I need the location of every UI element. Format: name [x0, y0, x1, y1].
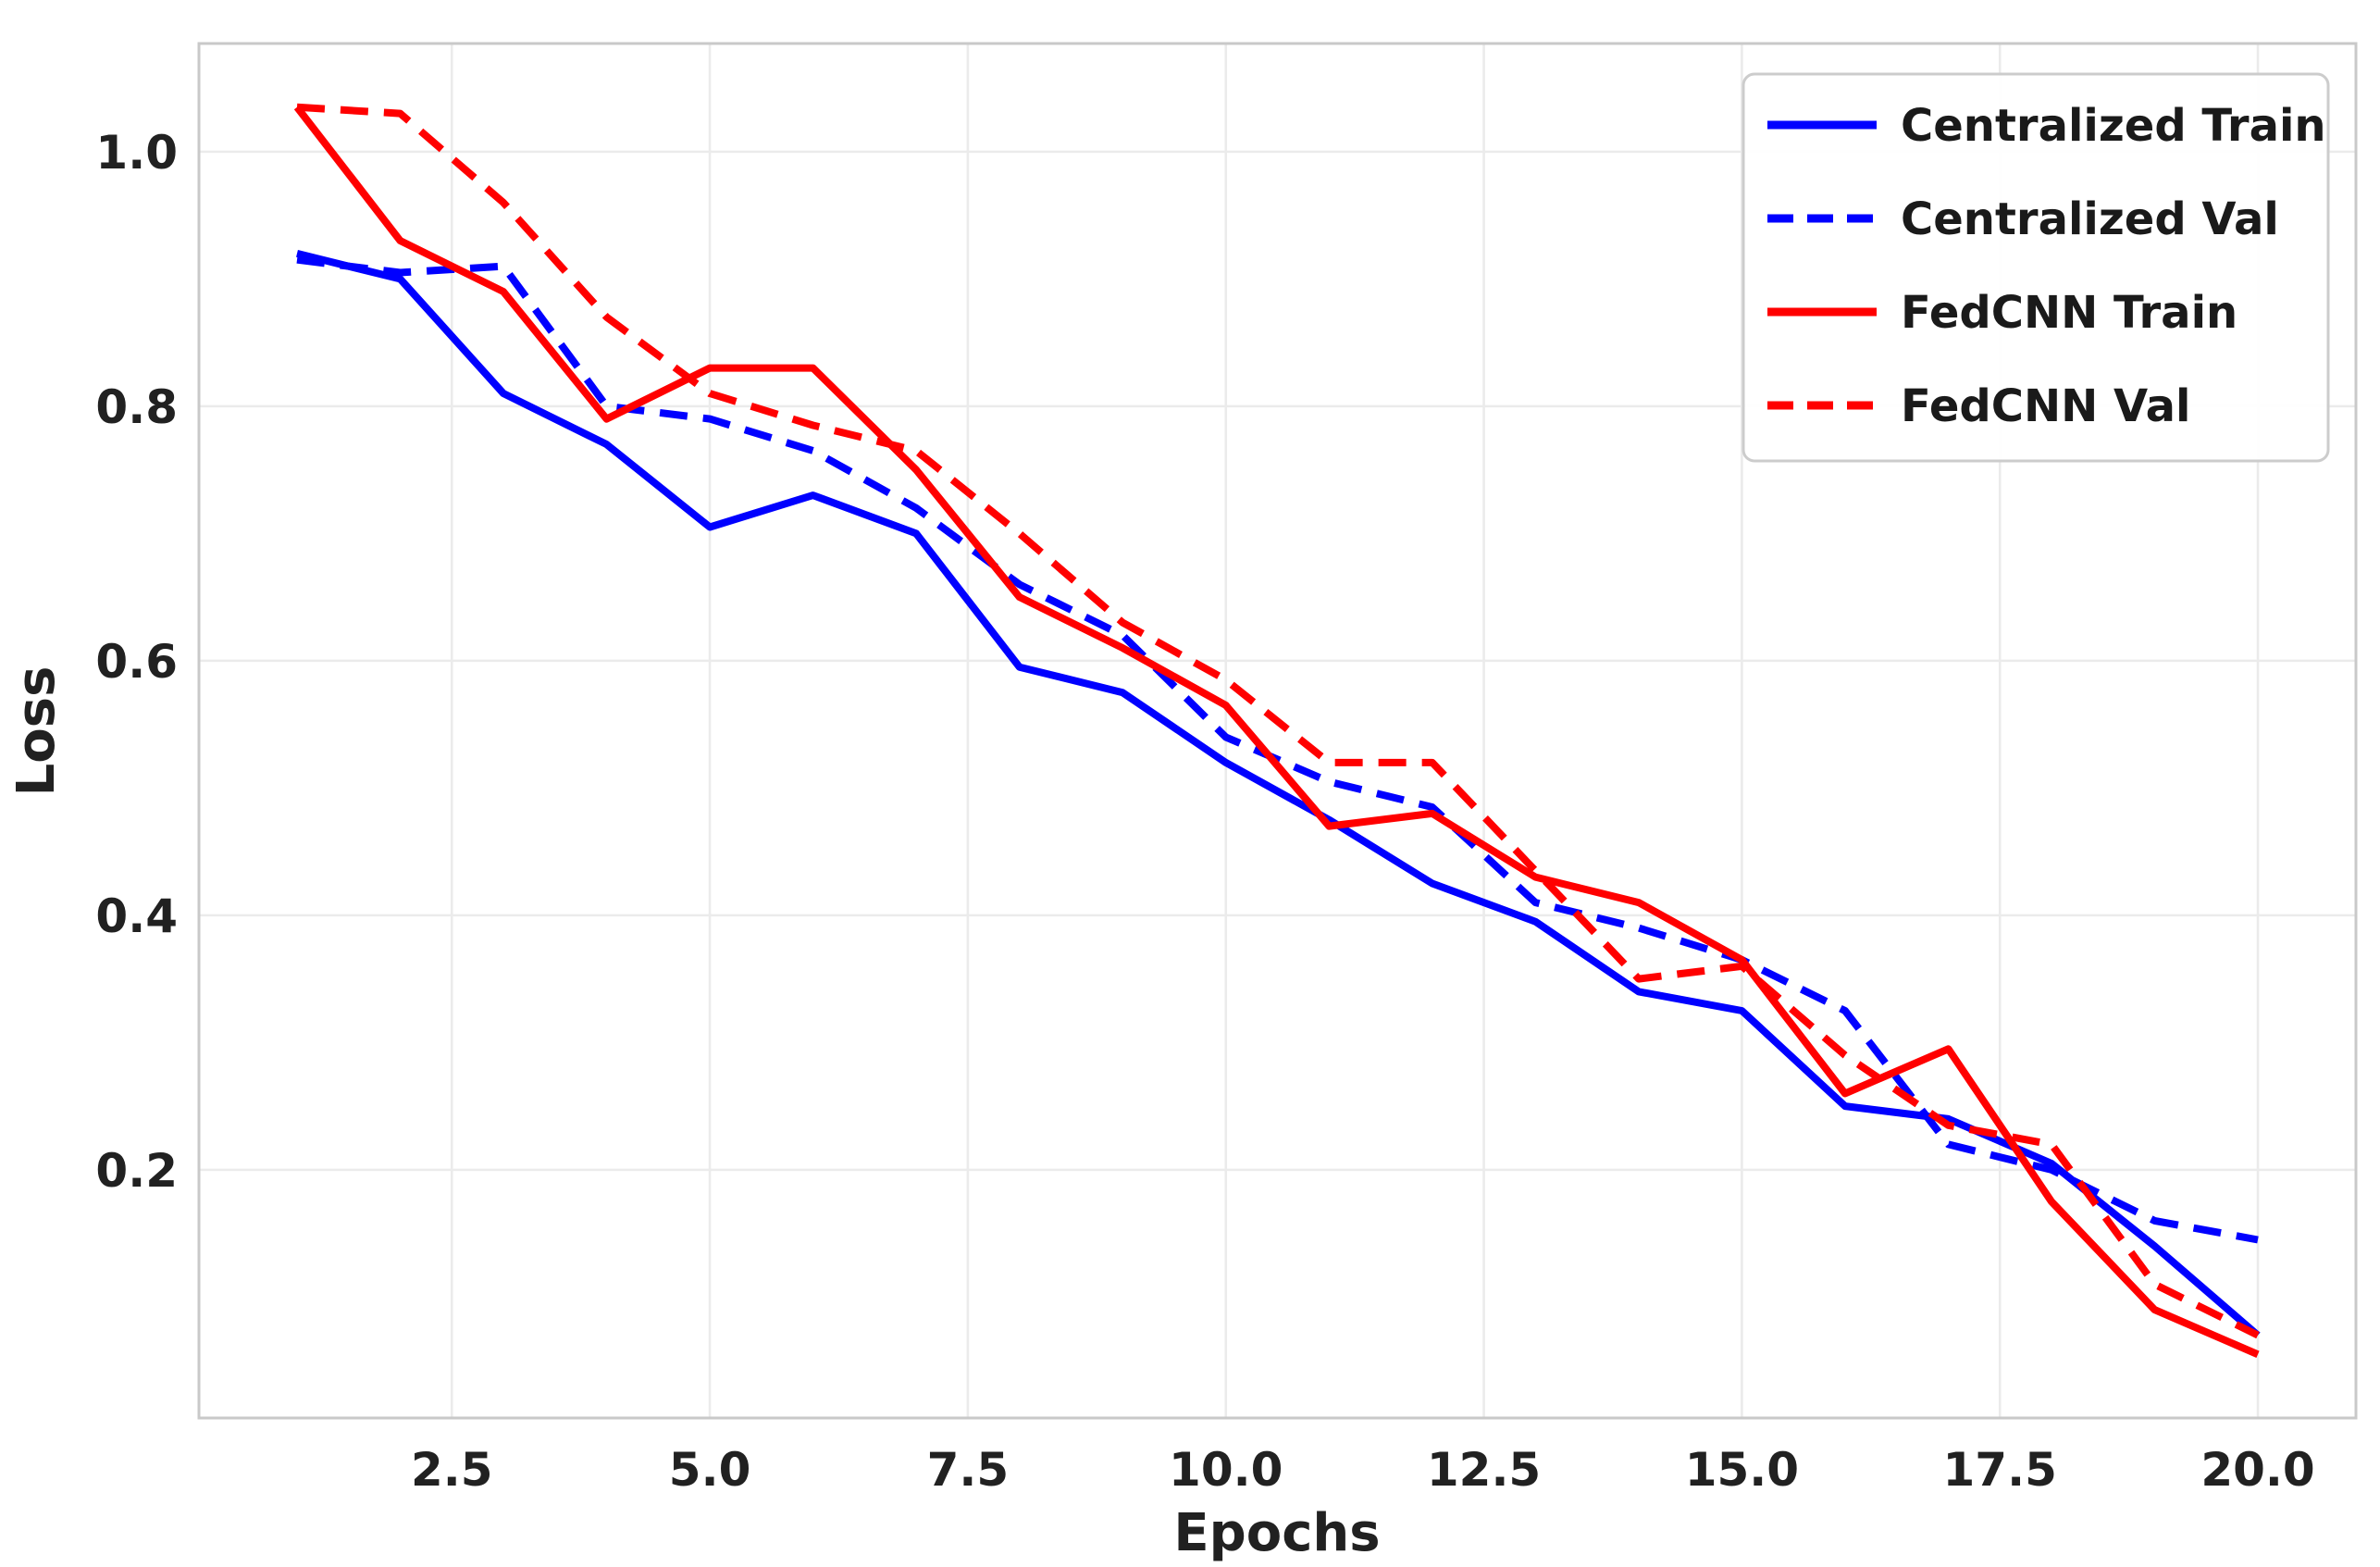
- y-tick-label: 0.2: [95, 1144, 178, 1198]
- y-tick-label: 0.4: [95, 889, 178, 943]
- x-tick-label: 5.0: [669, 1443, 751, 1497]
- grid-lines: [199, 44, 2356, 1418]
- x-axis-label: Epochs: [1173, 1503, 1380, 1563]
- legend-label: Centralized Train: [1901, 100, 2326, 152]
- legend-item: FedCNN Val: [1767, 380, 2190, 432]
- legend-label: FedCNN Val: [1901, 380, 2190, 432]
- line-fedcnn-train: [293, 105, 2260, 1358]
- y-tick-label: 1.0: [95, 126, 178, 180]
- y-axis-label: Loss: [6, 666, 67, 797]
- legend-item: Centralized Train: [1767, 100, 2326, 152]
- x-tick-label: 15.0: [1685, 1443, 1799, 1497]
- x-tick-label: 7.5: [927, 1443, 1010, 1497]
- legend-item: Centralized Val: [1767, 193, 2279, 245]
- x-tick-label: 2.5: [411, 1443, 493, 1497]
- x-tick-label: 20.0: [2200, 1443, 2314, 1497]
- y-tick-label: 0.6: [95, 635, 178, 689]
- x-tick-label: 10.0: [1169, 1443, 1283, 1497]
- x-tick-label: 17.5: [1943, 1443, 2057, 1497]
- legend-item: FedCNN Train: [1767, 287, 2237, 339]
- x-tick-label: 12.5: [1427, 1443, 1541, 1497]
- series-lines: [293, 103, 2261, 1358]
- legend: Centralized Train Centralized Val FedCNN T…: [1742, 72, 2330, 463]
- y-tick-label: 0.8: [95, 380, 178, 434]
- legend-box: [1742, 72, 2330, 463]
- legend-items: Centralized Train Centralized Val FedCNN T…: [1767, 100, 2326, 432]
- plot-border: [197, 42, 2358, 1420]
- line-fedcnn-val: [296, 103, 2260, 1339]
- legend-label: Centralized Val: [1901, 193, 2279, 245]
- y-tick-labels: 0.2 0.4 0.6 0.8 1.0: [95, 126, 178, 1198]
- legend-label: FedCNN Train: [1901, 287, 2237, 339]
- x-tick-labels: 2.5 5.0 7.5 10.0 12.5 15.0 17.5 20.0: [411, 1443, 2315, 1497]
